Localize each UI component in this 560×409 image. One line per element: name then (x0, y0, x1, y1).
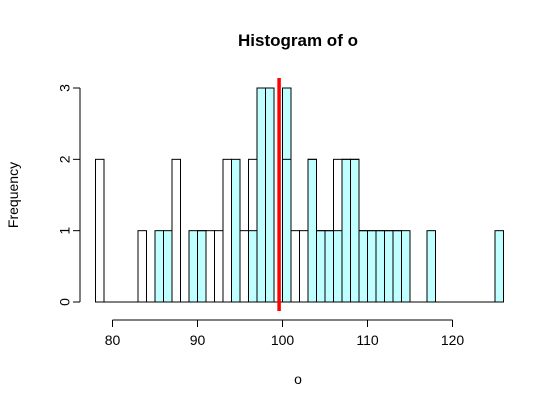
x-tick-label: 90 (190, 332, 206, 348)
outline-bar (95, 158, 105, 303)
y-tick-label: 0 (57, 298, 73, 306)
y-tick-label: 3 (57, 84, 73, 92)
filled-bar (188, 230, 198, 303)
outline-bar (290, 230, 300, 303)
y-tick-label: 2 (57, 155, 73, 163)
outline-bars-group (95, 87, 504, 303)
outline-bar (239, 230, 249, 303)
y-axis: 0 1 2 3 (57, 84, 81, 306)
filled-bar (282, 87, 292, 303)
filled-bar (324, 230, 334, 303)
filled-bar (231, 158, 241, 303)
x-tick-label: 100 (271, 332, 295, 348)
filled-bar (341, 158, 351, 303)
chart-title: Histogram of o (238, 31, 358, 50)
y-tick-label: 1 (57, 227, 73, 235)
outline-bar (214, 230, 224, 303)
outline-bar (137, 230, 147, 303)
filled-bar (265, 87, 275, 303)
filled-bar (384, 230, 394, 303)
filled-bar (494, 230, 504, 303)
filled-bar (154, 230, 164, 303)
y-axis-label: Frequency (5, 162, 21, 228)
filled-bar (350, 158, 360, 303)
x-tick-label: 80 (105, 332, 121, 348)
filled-bar (316, 230, 326, 303)
filled-bar (358, 230, 368, 303)
filled-bar (163, 230, 173, 303)
outline-bar (171, 158, 181, 303)
filled-bar (248, 230, 258, 303)
filled-bar (197, 230, 207, 303)
filled-bars-group (154, 87, 504, 303)
filled-bar (367, 230, 377, 303)
outline-bar (222, 158, 232, 303)
filled-bar (375, 230, 385, 303)
filled-bar (426, 230, 436, 303)
filled-bar (307, 158, 317, 303)
x-axis-label: o (294, 371, 302, 387)
filled-bar (401, 230, 411, 303)
x-tick-label: 120 (441, 332, 465, 348)
x-tick-label: 110 (356, 332, 379, 348)
filled-bar (392, 230, 402, 303)
x-axis: 80 90 100 110 120 (105, 319, 465, 348)
outline-bar (205, 230, 215, 303)
filled-bar (256, 87, 266, 303)
outline-bar (299, 230, 309, 303)
filled-bar (333, 230, 343, 303)
